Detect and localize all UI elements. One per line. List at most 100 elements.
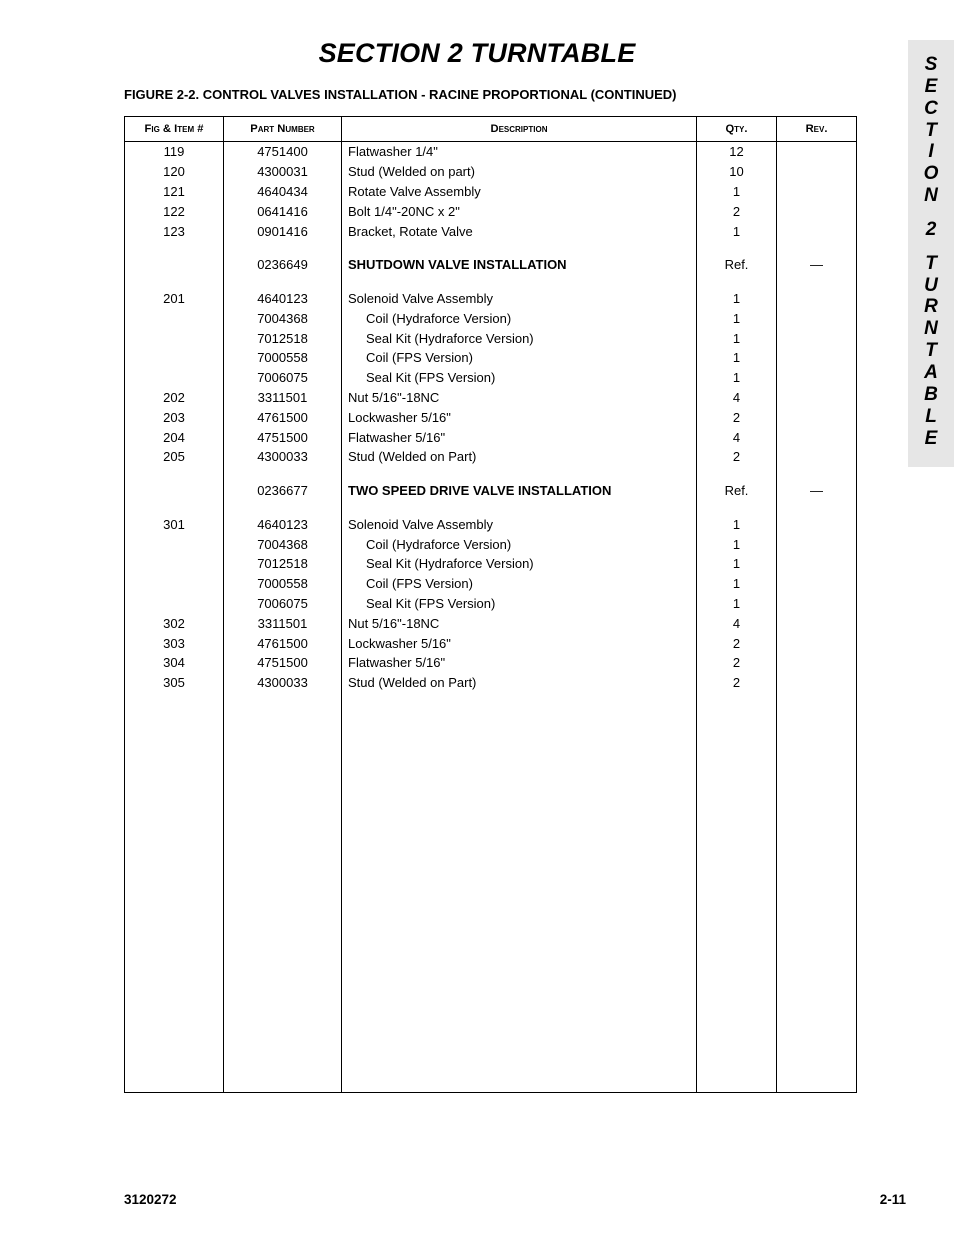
- cell-part: 4300033: [224, 447, 342, 467]
- cell-rev: —: [777, 481, 857, 501]
- table-spacer-row: [125, 501, 857, 515]
- table-row: 0236649SHUTDOWN VALVE INSTALLATIONRef.—: [125, 255, 857, 275]
- cell-fig: 303: [125, 633, 224, 653]
- side-tab-letter: T: [908, 120, 954, 142]
- th-qty: Qty.: [697, 117, 777, 142]
- side-tab-letter: 2: [908, 219, 954, 241]
- side-tab-letter: N: [908, 185, 954, 207]
- table-row: 3014640123Solenoid Valve Assembly1: [125, 515, 857, 535]
- cell-fig: 301: [125, 515, 224, 535]
- cell-desc: Coil (Hydraforce Version): [342, 308, 697, 328]
- cell-rev: [777, 515, 857, 535]
- table-row: 0236677TWO SPEED DRIVE VALVE INSTALLATIO…: [125, 481, 857, 501]
- cell-part: 0901416: [224, 221, 342, 241]
- cell-qty: 4: [697, 388, 777, 408]
- side-tab-letter: O: [908, 163, 954, 185]
- table-row: 2023311501Nut 5/16"-18NC4: [125, 388, 857, 408]
- cell-part: 7004368: [224, 308, 342, 328]
- table-header-row: Fig & Item # Part Number Description Qty…: [125, 117, 857, 142]
- cell-rev: [777, 162, 857, 182]
- cell-fig: 304: [125, 653, 224, 673]
- cell-part: 7004368: [224, 534, 342, 554]
- side-tab-letter: E: [908, 428, 954, 450]
- cell-part: 4300033: [224, 673, 342, 693]
- table-spacer-row: [125, 241, 857, 255]
- cell-fig: [125, 574, 224, 594]
- cell-part: 4761500: [224, 633, 342, 653]
- cell-part: 4300031: [224, 162, 342, 182]
- cell-rev: [777, 554, 857, 574]
- cell-rev: [777, 427, 857, 447]
- cell-rev: [777, 534, 857, 554]
- table-row: 3054300033Stud (Welded on Part)2: [125, 673, 857, 693]
- table-row: 7000558Coil (FPS Version)1: [125, 574, 857, 594]
- cell-desc: TWO SPEED DRIVE VALVE INSTALLATION: [342, 481, 697, 501]
- cell-qty: 1: [697, 594, 777, 614]
- cell-qty: 1: [697, 308, 777, 328]
- table-row: 1220641416Bolt 1/4"-20NC x 2"2: [125, 201, 857, 221]
- cell-fig: 121: [125, 182, 224, 202]
- table-row: 1204300031Stud (Welded on part)10: [125, 162, 857, 182]
- cell-desc: Flatwasher 1/4": [342, 142, 697, 162]
- cell-rev: [777, 673, 857, 693]
- cell-desc: Seal Kit (FPS Version): [342, 594, 697, 614]
- cell-desc: Stud (Welded on Part): [342, 447, 697, 467]
- cell-desc: Stud (Welded on part): [342, 162, 697, 182]
- footer-page-number: 2-11: [880, 1192, 906, 1207]
- cell-desc: Lockwasher 5/16": [342, 407, 697, 427]
- cell-rev: [777, 594, 857, 614]
- cell-fig: [125, 481, 224, 501]
- table-filler-row: [125, 693, 857, 1093]
- cell-part: 4640434: [224, 182, 342, 202]
- table-row: 7012518Seal Kit (Hydraforce Version)1: [125, 328, 857, 348]
- cell-desc: Solenoid Valve Assembly: [342, 515, 697, 535]
- cell-part: 7000558: [224, 574, 342, 594]
- cell-qty: 1: [697, 182, 777, 202]
- cell-qty: Ref.: [697, 481, 777, 501]
- cell-fig: [125, 308, 224, 328]
- cell-desc: Coil (FPS Version): [342, 574, 697, 594]
- section-heading: SECTION 2 TURNTABLE: [48, 38, 906, 69]
- side-tab-letter: T: [908, 253, 954, 275]
- cell-qty: 2: [697, 447, 777, 467]
- side-tab-letter: R: [908, 296, 954, 318]
- th-rev: Rev.: [777, 117, 857, 142]
- cell-qty: 1: [697, 554, 777, 574]
- cell-desc: Coil (FPS Version): [342, 348, 697, 368]
- cell-qty: 1: [697, 534, 777, 554]
- cell-rev: [777, 653, 857, 673]
- cell-desc: Seal Kit (FPS Version): [342, 368, 697, 388]
- cell-fig: 203: [125, 407, 224, 427]
- table-row: 7006075Seal Kit (FPS Version)1: [125, 594, 857, 614]
- cell-part: 7006075: [224, 594, 342, 614]
- side-tab-letter: B: [908, 384, 954, 406]
- cell-qty: 4: [697, 427, 777, 447]
- cell-part: 7012518: [224, 554, 342, 574]
- cell-desc: Stud (Welded on Part): [342, 673, 697, 693]
- cell-rev: [777, 368, 857, 388]
- cell-desc: Flatwasher 5/16": [342, 653, 697, 673]
- cell-fig: [125, 328, 224, 348]
- cell-qty: 1: [697, 289, 777, 309]
- th-desc: Description: [342, 117, 697, 142]
- table-spacer-row: [125, 275, 857, 289]
- cell-qty: 2: [697, 673, 777, 693]
- cell-rev: [777, 201, 857, 221]
- table-row: 2014640123Solenoid Valve Assembly1: [125, 289, 857, 309]
- table-row: 3034761500Lockwasher 5/16"2: [125, 633, 857, 653]
- cell-fig: 302: [125, 613, 224, 633]
- table-row: 1214640434Rotate Valve Assembly1: [125, 182, 857, 202]
- cell-fig: [125, 368, 224, 388]
- cell-rev: [777, 328, 857, 348]
- cell-part: 4761500: [224, 407, 342, 427]
- side-tab-letter: E: [908, 76, 954, 98]
- cell-fig: 202: [125, 388, 224, 408]
- cell-qty: 1: [697, 515, 777, 535]
- table-spacer-row: [125, 467, 857, 481]
- cell-part: 4640123: [224, 515, 342, 535]
- table-row: 3023311501Nut 5/16"-18NC4: [125, 613, 857, 633]
- cell-qty: 1: [697, 221, 777, 241]
- cell-fig: 205: [125, 447, 224, 467]
- cell-desc: SHUTDOWN VALVE INSTALLATION: [342, 255, 697, 275]
- side-tab-letter: A: [908, 362, 954, 384]
